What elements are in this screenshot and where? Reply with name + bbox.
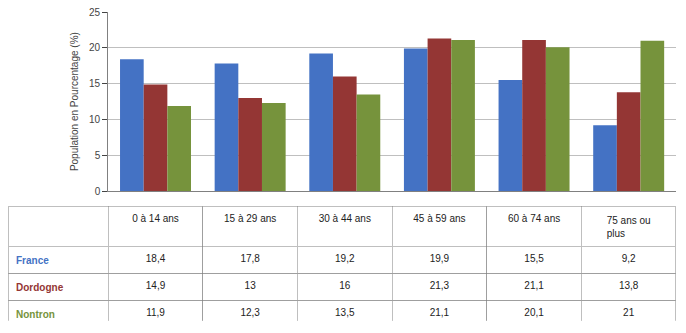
svg-text:5: 5 <box>95 150 101 161</box>
svg-text:16: 16 <box>339 280 351 291</box>
svg-text:18,4: 18,4 <box>146 253 166 264</box>
svg-text:20,1: 20,1 <box>524 307 544 318</box>
svg-text:12,3: 12,3 <box>240 307 260 318</box>
svg-text:19,9: 19,9 <box>430 253 450 264</box>
svg-text:10: 10 <box>89 114 101 125</box>
svg-text:21,1: 21,1 <box>524 280 544 291</box>
svg-text:Dordogne: Dordogne <box>16 282 64 293</box>
svg-text:13,5: 13,5 <box>335 307 355 318</box>
svg-text:Nontron: Nontron <box>16 309 55 320</box>
svg-text:15,5: 15,5 <box>524 253 544 264</box>
svg-text:13,8: 13,8 <box>619 280 639 291</box>
svg-text:21: 21 <box>623 307 635 318</box>
svg-text:11,9: 11,9 <box>146 307 165 318</box>
svg-text:0 à 14 ans: 0 à 14 ans <box>132 213 179 224</box>
svg-text:21,1: 21,1 <box>430 307 450 318</box>
svg-text:25: 25 <box>89 7 101 18</box>
svg-text:14,9: 14,9 <box>146 280 166 291</box>
svg-text:15 à 29 ans: 15 à 29 ans <box>224 213 276 224</box>
svg-text:75 ans ouplus: 75 ans ouplus <box>607 215 651 239</box>
svg-text:Population en Pourcentage (%): Population en Pourcentage (%) <box>69 32 80 171</box>
svg-text:21,3: 21,3 <box>430 280 450 291</box>
svg-text:0: 0 <box>95 186 101 197</box>
svg-text:45 à 59 ans: 45 à 59 ans <box>413 213 465 224</box>
svg-text:20: 20 <box>89 42 101 53</box>
svg-text:13: 13 <box>245 280 257 291</box>
svg-text:France: France <box>16 255 49 266</box>
svg-text:30 à 44 ans: 30 à 44 ans <box>319 213 371 224</box>
svg-text:19,2: 19,2 <box>335 253 355 264</box>
svg-text:9,2: 9,2 <box>622 253 636 264</box>
svg-text:17,8: 17,8 <box>240 253 260 264</box>
svg-text:60 à 74 ans: 60 à 74 ans <box>508 213 560 224</box>
svg-text:15: 15 <box>89 78 101 89</box>
